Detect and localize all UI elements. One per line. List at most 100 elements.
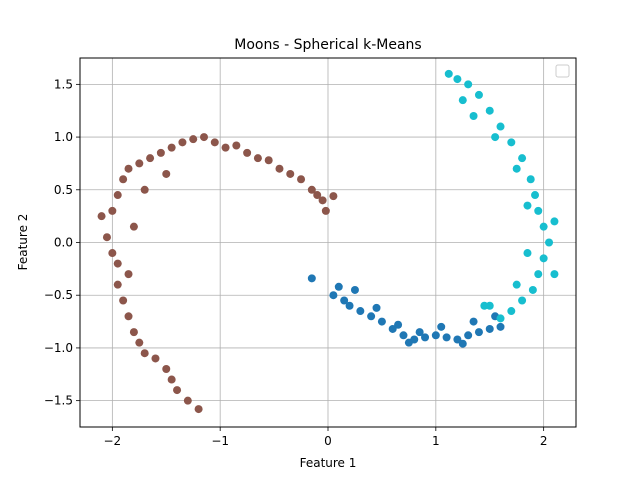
series-0-point — [113, 259, 122, 268]
series-0-point — [140, 185, 149, 194]
series-0-point — [286, 169, 295, 178]
x-axis-label: Feature 1 — [300, 456, 357, 470]
series-0-point — [189, 135, 198, 144]
series-0-point — [173, 386, 182, 395]
series-0-point — [124, 270, 133, 279]
series-2-point — [496, 314, 505, 323]
series-1-point — [367, 312, 376, 321]
series-2-point — [507, 138, 516, 147]
series-1-point — [356, 307, 365, 316]
y-tick-label: 1.0 — [54, 130, 73, 144]
series-0-point — [297, 175, 306, 184]
series-1-point — [474, 328, 483, 337]
series-0-point — [194, 405, 203, 414]
series-0-point — [321, 206, 330, 215]
y-tick-label: 1.5 — [54, 77, 73, 91]
series-2-point — [528, 285, 537, 294]
series-1-point — [377, 317, 386, 326]
series-1-point — [496, 322, 505, 331]
series-2-point — [491, 133, 500, 142]
series-2-point — [526, 175, 535, 184]
series-1-point — [431, 331, 440, 340]
series-2-point — [469, 111, 478, 120]
chart-title: Moons - Spherical k-Means — [234, 37, 421, 53]
series-0-point — [119, 296, 128, 305]
series-2-point — [550, 217, 559, 226]
series-0-point — [113, 191, 122, 200]
series-2-point — [444, 69, 453, 78]
series-0-point — [178, 138, 187, 147]
y-tick-label: −1.0 — [44, 341, 73, 355]
series-0-point — [253, 154, 262, 163]
x-tick-label: 1 — [432, 434, 440, 448]
series-0-point — [108, 249, 117, 258]
series-0-point — [200, 133, 208, 142]
series-0-point — [221, 143, 230, 152]
series-0-point — [135, 159, 144, 168]
series-0-point — [329, 192, 338, 201]
series-1-point — [458, 339, 467, 348]
x-tick-label: −2 — [103, 434, 121, 448]
y-axis-ticks: −1.5 −1.0 −0.5 0.0 0.5 1.0 1.5 — [44, 77, 80, 408]
series-0-point — [210, 138, 219, 147]
series-2-point — [523, 201, 532, 210]
series-0-point — [167, 375, 176, 384]
series-1-point — [442, 333, 451, 342]
series-0-point — [102, 233, 111, 242]
series-2-point — [534, 270, 543, 279]
series-2-point — [453, 75, 462, 84]
series-2-point — [507, 307, 516, 316]
series-0-point — [119, 175, 128, 184]
x-axis-ticks: −2 −1 0 1 2 — [103, 427, 547, 448]
series-0-point — [183, 396, 192, 405]
series-2-point — [480, 301, 489, 310]
series-0-point — [162, 365, 171, 374]
series-0-point — [275, 164, 284, 173]
series-2-point — [474, 90, 483, 99]
series-1-point — [340, 296, 349, 305]
series-1-point — [307, 274, 316, 283]
series-0-point — [124, 312, 133, 321]
series-0-point — [264, 156, 273, 165]
series-1-point — [453, 335, 462, 344]
series-2-point — [539, 254, 548, 263]
series-2-point — [523, 249, 532, 258]
series-2-point — [545, 238, 554, 247]
series-1-point — [394, 320, 403, 329]
series-2-point — [464, 80, 473, 89]
series-1-point — [469, 317, 478, 326]
series-0-point — [129, 328, 138, 337]
series-0-point — [167, 143, 176, 152]
x-tick-label: 0 — [324, 434, 332, 448]
series-2-point — [534, 206, 543, 215]
series-0-point — [156, 148, 165, 157]
legend-box — [555, 64, 570, 78]
series-1-point — [372, 303, 381, 312]
series-1-point — [388, 324, 397, 333]
series-1-point — [334, 282, 343, 291]
series-1-point — [464, 331, 473, 340]
y-tick-label: 0.0 — [54, 236, 73, 250]
series-0-point — [232, 141, 241, 150]
series-2-point — [539, 222, 548, 231]
series-1-point — [437, 322, 446, 331]
series-1-point — [399, 331, 408, 340]
x-tick-label: 2 — [540, 434, 548, 448]
series-2-point — [485, 106, 494, 115]
series-0-point — [146, 154, 155, 163]
grid-lines — [80, 58, 576, 427]
series-0-point — [129, 222, 138, 231]
series-1-point — [350, 285, 359, 294]
series-0-point — [313, 191, 322, 200]
series-2-point — [518, 296, 527, 305]
series-0-point — [151, 354, 160, 363]
series-1-point — [421, 333, 430, 342]
series-2-point — [496, 122, 505, 131]
series-0-point — [124, 164, 133, 173]
x-tick-label: −1 — [211, 434, 229, 448]
series-0-point — [307, 185, 316, 194]
series-2-point — [518, 154, 527, 163]
series-1-point — [345, 301, 354, 310]
series-2-point — [458, 96, 467, 105]
